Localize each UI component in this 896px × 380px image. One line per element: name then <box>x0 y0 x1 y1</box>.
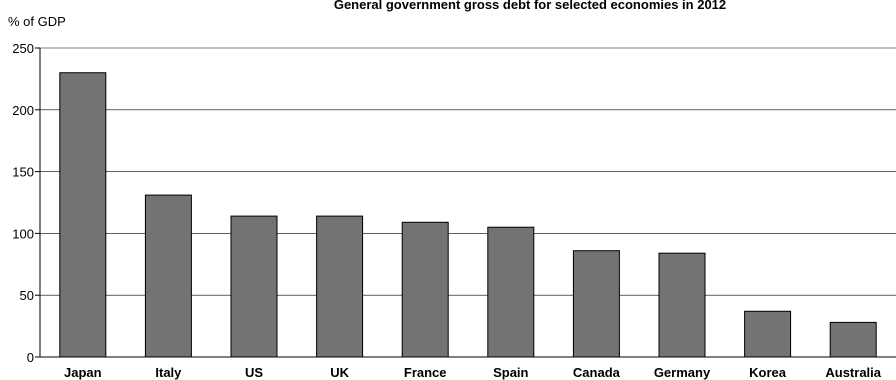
y-tick-label-250: 250 <box>12 41 34 56</box>
bar-uk <box>316 215 364 358</box>
x-category-label-germany: Germany <box>654 365 711 380</box>
x-category-label-uk: UK <box>330 365 349 380</box>
y-axis-label: % of GDP <box>8 14 66 29</box>
bar-japan <box>59 72 107 358</box>
x-category-label-france: France <box>404 365 447 380</box>
y-tick-label-100: 100 <box>12 226 34 241</box>
x-category-label-canada: Canada <box>573 365 621 380</box>
y-tick-label-50: 50 <box>20 288 34 303</box>
x-category-label-korea: Korea <box>749 365 787 380</box>
bar-korea <box>744 310 792 358</box>
chart-title: General government gross debt for select… <box>334 0 726 12</box>
x-axis-category-labels: Japan Italy US UK France Spain Canada Germany Ko… <box>64 365 882 380</box>
bar-australia <box>829 321 877 358</box>
bars <box>59 72 877 358</box>
bar-france <box>401 221 449 358</box>
bar-spain <box>487 226 535 358</box>
x-category-label-us: US <box>245 365 263 380</box>
bar-italy <box>144 194 192 358</box>
x-category-label-japan: Japan <box>64 365 102 380</box>
x-category-label-spain: Spain <box>493 365 528 380</box>
x-category-label-italy: Italy <box>155 365 182 380</box>
bar-germany <box>658 252 706 358</box>
y-axis-ticks: 0 50 100 150 200 250 <box>12 41 40 365</box>
bar-us <box>230 215 278 358</box>
y-tick-label-200: 200 <box>12 103 34 118</box>
y-tick-label-0: 0 <box>27 350 34 365</box>
bar-canada <box>572 250 620 358</box>
y-tick-label-150: 150 <box>12 165 34 180</box>
x-category-label-australia: Australia <box>825 365 881 380</box>
